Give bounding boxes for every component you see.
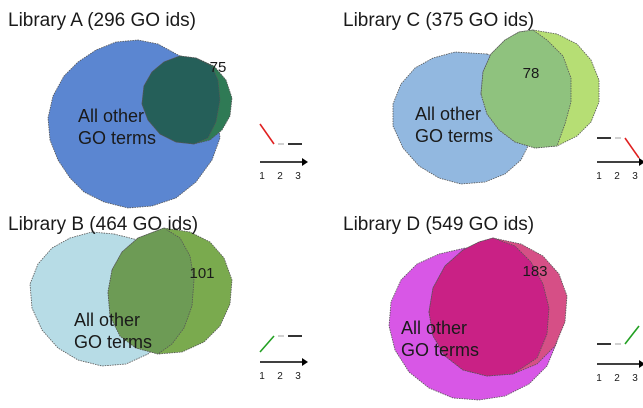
panel-title: Library A (296 GO ids) xyxy=(8,10,196,31)
overlap-count: 101 xyxy=(189,265,214,282)
overlap-intersection-region xyxy=(107,227,195,355)
venn-diagram-library-b: 101 All other GO terms 1 2 3 xyxy=(29,227,308,382)
trend-icon: 1 2 3 xyxy=(596,325,643,384)
other-terms-label-line1: All other xyxy=(415,104,481,124)
axis-tick-3: 3 xyxy=(632,171,638,182)
other-terms-label-line1: All other xyxy=(78,106,144,126)
trend-segment-2 xyxy=(624,137,640,159)
panel-title: Library B (464 GO ids) xyxy=(8,214,199,235)
trend-segment-1 xyxy=(259,123,275,145)
panel-library-a: 75 All other GO terms 1 2 3 Library A (2… xyxy=(0,0,322,209)
overlap-count: 183 xyxy=(522,263,547,280)
trend-segment-1 xyxy=(259,335,275,353)
axis-tick-2: 2 xyxy=(277,371,283,382)
trend-icon: 1 2 3 xyxy=(259,335,308,382)
axis-tick-3: 3 xyxy=(632,373,638,384)
axis-tick-2: 2 xyxy=(277,171,283,182)
axis-tick-2: 2 xyxy=(614,373,620,384)
axis-arrowhead xyxy=(639,360,643,368)
venn-diagram-library-c: 78 All other GO terms 1 2 3 xyxy=(392,29,643,185)
axis-tick-3: 3 xyxy=(295,171,301,182)
trend-segment-2 xyxy=(624,325,640,345)
axis-arrowhead xyxy=(302,158,308,166)
panel-title: Library D (549 GO ids) xyxy=(343,214,535,235)
other-terms-label-line1: All other xyxy=(401,318,467,338)
overlap-intersection-region xyxy=(428,237,550,377)
other-terms-label-line2: GO terms xyxy=(415,126,493,146)
other-terms-label-line1: All other xyxy=(74,310,140,330)
other-terms-label-line2: GO terms xyxy=(78,128,156,148)
axis-tick-2: 2 xyxy=(614,171,620,182)
venn-diagram-library-d: 183 All other GO terms 1 2 3 xyxy=(388,237,643,401)
other-terms-label-line2: GO terms xyxy=(74,332,152,352)
panel-title: Library C (375 GO ids) xyxy=(343,10,535,31)
overlap-intersection-region xyxy=(141,55,221,145)
axis-tick-3: 3 xyxy=(295,371,301,382)
trend-icon: 1 2 3 xyxy=(259,123,308,182)
panel-library-b: 101 All other GO terms 1 2 3 Library B (… xyxy=(0,204,322,408)
overlap-intersection-region xyxy=(480,29,572,149)
axis-tick-1: 1 xyxy=(259,171,265,182)
axis-tick-1: 1 xyxy=(259,371,265,382)
axis-arrowhead xyxy=(639,158,643,166)
overlap-count: 75 xyxy=(210,59,227,76)
axis-tick-1: 1 xyxy=(596,373,602,384)
panel-library-c: 78 All other GO terms 1 2 3 Library C (3… xyxy=(335,0,643,204)
panel-library-d: 183 All other GO terms 1 2 3 Library D (… xyxy=(335,204,643,408)
axis-tick-1: 1 xyxy=(596,171,602,182)
other-terms-label-line2: GO terms xyxy=(401,340,479,360)
trend-icon: 1 2 3 xyxy=(596,137,643,182)
venn-diagram-library-a: 75 All other GO terms 1 2 3 xyxy=(47,39,308,209)
axis-arrowhead xyxy=(302,358,308,366)
overlap-count: 78 xyxy=(523,65,540,82)
